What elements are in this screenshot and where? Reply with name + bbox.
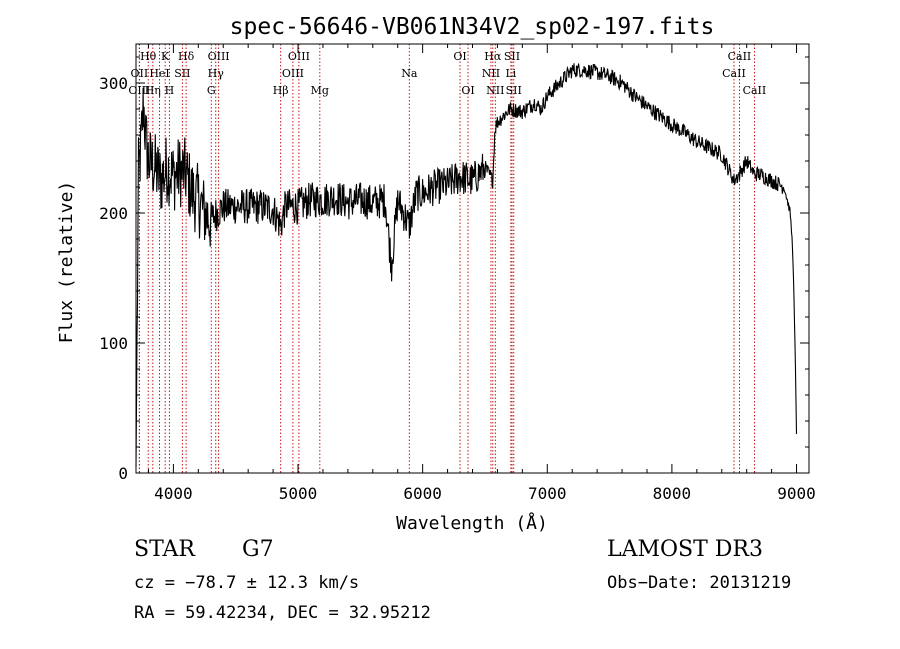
x-tick-label: 6000 <box>403 484 442 503</box>
spectral-line-label: OIII <box>208 50 230 63</box>
spectral-line-label: NII <box>482 67 500 80</box>
spectral-line-label: Hα <box>484 50 502 63</box>
spectral-line-label: Hγ <box>208 67 225 80</box>
spectral-line-label: Hβ <box>273 84 289 97</box>
spectral-line-label: K <box>161 50 170 63</box>
object-type-label: STAR <box>134 537 195 562</box>
spectral-line-label: NII <box>486 84 504 97</box>
x-tick-label: 9000 <box>777 484 816 503</box>
observation-date-label: Obs−Date: 20131219 <box>607 573 792 593</box>
spectral-line-label: Na <box>401 67 418 80</box>
spectral-line-label: H <box>165 84 175 97</box>
spectral-line-label: CaII <box>743 84 767 97</box>
spectral-line-label: CaII <box>728 50 752 63</box>
spectral-line-label: Li <box>505 67 516 80</box>
plot-frame <box>135 43 810 474</box>
spectral-line-label: SII <box>504 50 520 63</box>
spectral-line-label: Hδ <box>178 50 195 63</box>
spectral-line-label: OI <box>461 84 474 97</box>
spectral-line-label: HeI <box>149 67 169 80</box>
spectral-line-label: SII <box>174 67 190 80</box>
y-tick-label: 0 <box>118 464 128 483</box>
chart-title: spec-56646-VB061N34V2_sp02-197.fits <box>230 14 715 40</box>
spectral-line-label: Hθ <box>140 50 157 63</box>
spectral-line-label: Mg <box>311 84 329 97</box>
spectral-line-label: Hη <box>145 84 161 97</box>
x-tick-label: 5000 <box>279 484 318 503</box>
y-tick-label: 100 <box>99 334 128 353</box>
coordinates-label: RA = 59.42234, DEC = 32.95212 <box>134 603 431 623</box>
spectral-line-label: OIII <box>288 50 310 63</box>
y-tick-label: 200 <box>99 204 128 223</box>
x-tick-label: 8000 <box>653 484 692 503</box>
spectral-line-label: OIII <box>128 84 150 97</box>
spectrum-series-line <box>135 63 798 467</box>
axis-ticks: 4000 5000 6000 7000 8000 9000 0 100 200 300 <box>99 44 816 503</box>
x-axis-label: Wavelength (Å) <box>396 512 548 534</box>
y-axis-label: Flux (relative) <box>56 181 77 344</box>
data-release-label: LAMOST DR3 <box>607 537 763 562</box>
spectral-line-label: SII <box>506 84 522 97</box>
spectral-line-label: OI <box>453 50 466 63</box>
spectral-line-label: G <box>207 84 216 97</box>
spectral-line-label: OIII <box>282 67 304 80</box>
y-tick-label: 300 <box>99 74 128 93</box>
redshift-velocity-label: cz = −78.7 ± 12.3 km/s <box>134 573 360 593</box>
spectral-line-label: CaII <box>722 67 746 80</box>
subclass-label: G7 <box>242 537 274 562</box>
x-tick-label: 4000 <box>154 484 193 503</box>
x-tick-label: 7000 <box>528 484 567 503</box>
